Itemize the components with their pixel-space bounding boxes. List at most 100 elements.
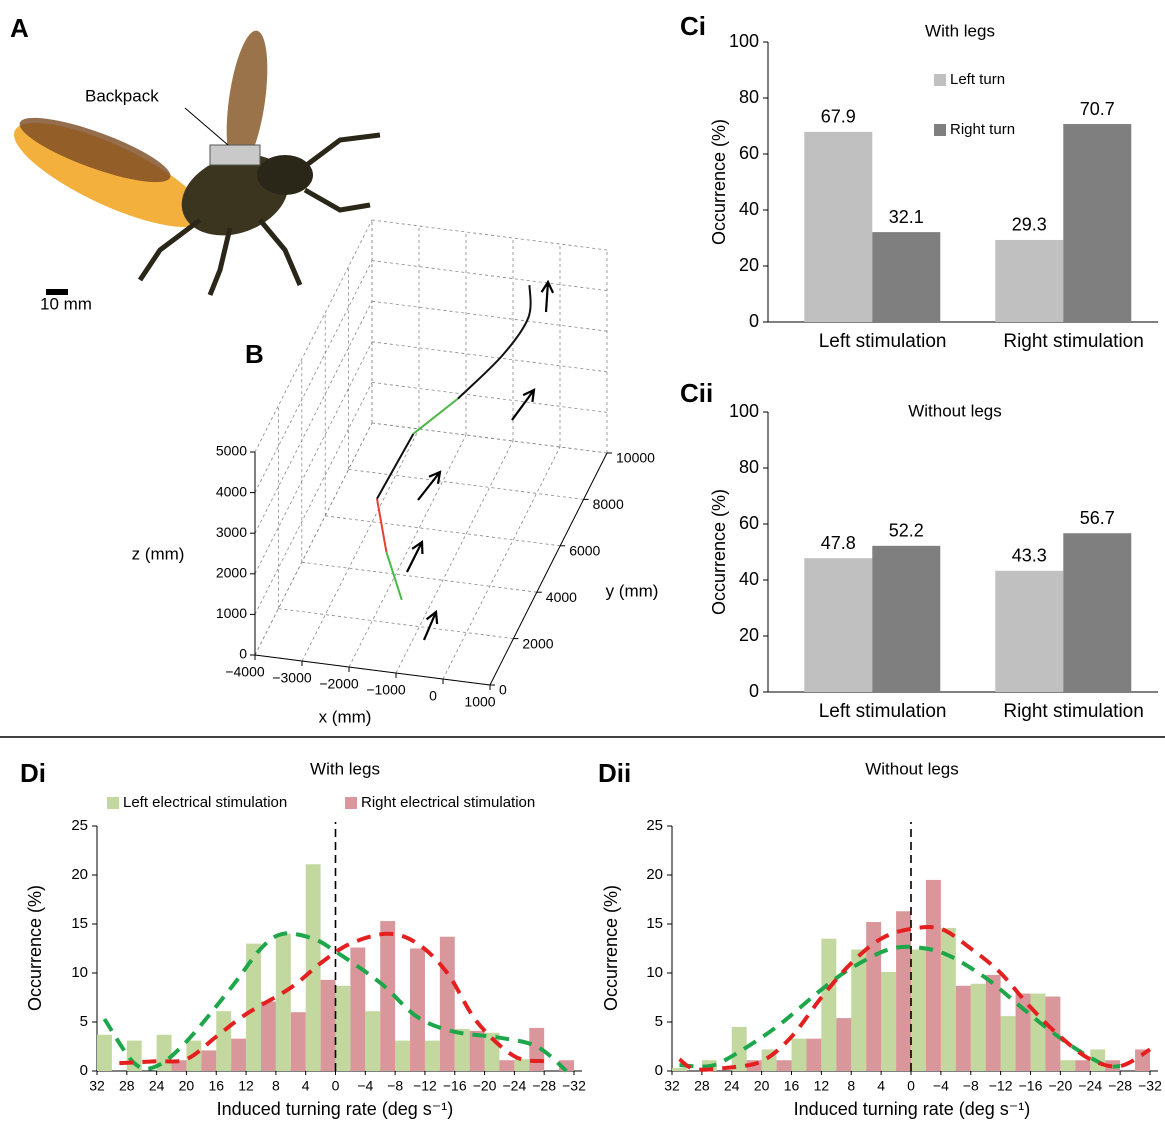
- histogram-bar: [970, 983, 986, 1071]
- chart-title: Without legs: [865, 759, 959, 778]
- grid-line: [371, 341, 608, 373]
- x-tick-label: −4000: [225, 664, 265, 680]
- trajectory: [376, 498, 388, 553]
- z-tick-label: 3000: [216, 524, 247, 540]
- histogram-bar: [469, 1030, 485, 1071]
- x-tick-label: 4: [877, 1078, 885, 1094]
- bar: [995, 570, 1064, 692]
- y-tick-label: 60: [739, 143, 759, 163]
- y-tick-label: 25: [646, 817, 663, 834]
- beetle-head: [257, 155, 313, 195]
- x-tick-label: 4: [302, 1078, 310, 1094]
- histogram-bar: [1105, 1060, 1121, 1071]
- y-tick-label: 0: [655, 1062, 663, 1079]
- trajectory: [376, 433, 415, 500]
- z-axis-label: z (mm): [132, 544, 185, 563]
- annotation: Backpack: [85, 86, 159, 105]
- histogram-bar: [776, 1060, 792, 1071]
- value-label: 43.3: [1012, 546, 1047, 566]
- histogram-bar: [380, 921, 396, 1071]
- x-tick-label: 12: [814, 1078, 830, 1094]
- legend-label: Left turn: [950, 71, 1005, 88]
- scale-bar-label: 10 mm: [40, 294, 92, 313]
- x-tick-label: 20: [179, 1078, 195, 1094]
- y-tick-label: 2000: [522, 635, 553, 651]
- histogram-bar: [836, 1018, 852, 1071]
- legend-swatch: [107, 797, 119, 809]
- y-axis-label: Occurrence (%): [709, 489, 729, 615]
- bar: [1063, 124, 1132, 322]
- panel-label: Ci: [680, 11, 706, 41]
- grid-line: [254, 341, 373, 574]
- bar: [995, 239, 1064, 322]
- x-tick-label: −4: [933, 1078, 949, 1094]
- histogram-bar: [335, 985, 351, 1071]
- bar: [1063, 533, 1132, 692]
- histogram-bar: [1000, 1016, 1016, 1071]
- histogram-bar: [881, 972, 897, 1071]
- grid-line: [371, 300, 608, 332]
- bar: [872, 545, 941, 692]
- histogram-bar: [216, 1011, 232, 1071]
- x-tick-label: −12: [989, 1078, 1013, 1094]
- x-tick-label: −24: [1078, 1078, 1102, 1094]
- x-tick-label: −28: [1108, 1078, 1132, 1094]
- y-tick-label: 5: [655, 1013, 663, 1030]
- value-label: 29.3: [1012, 215, 1047, 235]
- y-tick-label: 40: [739, 569, 759, 589]
- x-tick-label: 16: [208, 1078, 224, 1094]
- y-tick-label: 15: [646, 915, 663, 932]
- chart-title: With legs: [310, 759, 380, 778]
- grid-line: [371, 422, 608, 454]
- trajectory: [457, 285, 532, 400]
- histogram-bar: [97, 1034, 112, 1071]
- histogram-bar: [791, 1038, 807, 1071]
- x-tick-label: −2000: [319, 676, 359, 692]
- x-tick-label: −24: [503, 1078, 527, 1094]
- y-tick-label: 20: [739, 255, 759, 275]
- x-tick-label: 12: [238, 1078, 254, 1094]
- beetle-photo: [13, 30, 381, 296]
- histogram-bar: [985, 974, 1001, 1071]
- histogram-bar: [499, 1060, 515, 1071]
- histogram-bar: [1060, 1060, 1076, 1071]
- x-tick-label: Right stimulation: [1003, 331, 1143, 352]
- histogram-bar: [410, 948, 425, 1071]
- x-tick-label: 0: [907, 1078, 915, 1094]
- y-tick-label: 40: [739, 199, 759, 219]
- legend-swatch: [934, 74, 946, 86]
- x-tick-label: −4: [357, 1078, 373, 1094]
- x-tick-label: 0: [429, 688, 437, 704]
- histogram-bar: [955, 985, 971, 1071]
- x-tick-label: 16: [784, 1078, 800, 1094]
- histogram-bar: [454, 1028, 470, 1071]
- y-tick-label: 20: [646, 866, 663, 883]
- chart-title: With legs: [925, 21, 995, 40]
- grid-line: [371, 260, 608, 291]
- y-tick-label: 0: [80, 1062, 88, 1079]
- z-tick-label: 1000: [216, 605, 247, 621]
- direction-arrow: [422, 609, 439, 641]
- histogram-bar: [350, 947, 366, 1071]
- y-tick-label: 10: [646, 964, 663, 981]
- direction-arrow: [417, 470, 442, 501]
- grid-line: [254, 422, 373, 656]
- value-label: 67.9: [821, 107, 856, 127]
- grid-line: [325, 515, 561, 547]
- scale-bar: [46, 289, 68, 295]
- x-tick-label: −8: [387, 1078, 403, 1094]
- panel-label: A: [10, 13, 29, 43]
- backpack: [209, 144, 261, 166]
- x-tick-label: −3000: [272, 670, 312, 686]
- x-tick-label: −20: [473, 1078, 497, 1094]
- value-label: 52.2: [889, 521, 924, 541]
- value-label: 70.7: [1080, 99, 1115, 119]
- grid-line: [371, 219, 608, 251]
- bar: [804, 131, 873, 322]
- histogram-bar: [290, 1012, 306, 1071]
- y-tick-label: 80: [739, 87, 759, 107]
- histogram-bar: [1030, 993, 1046, 1071]
- x-tick-label: 24: [149, 1078, 165, 1094]
- legend-label: Right electrical stimulation: [361, 794, 535, 811]
- histogram-bar: [672, 1068, 687, 1071]
